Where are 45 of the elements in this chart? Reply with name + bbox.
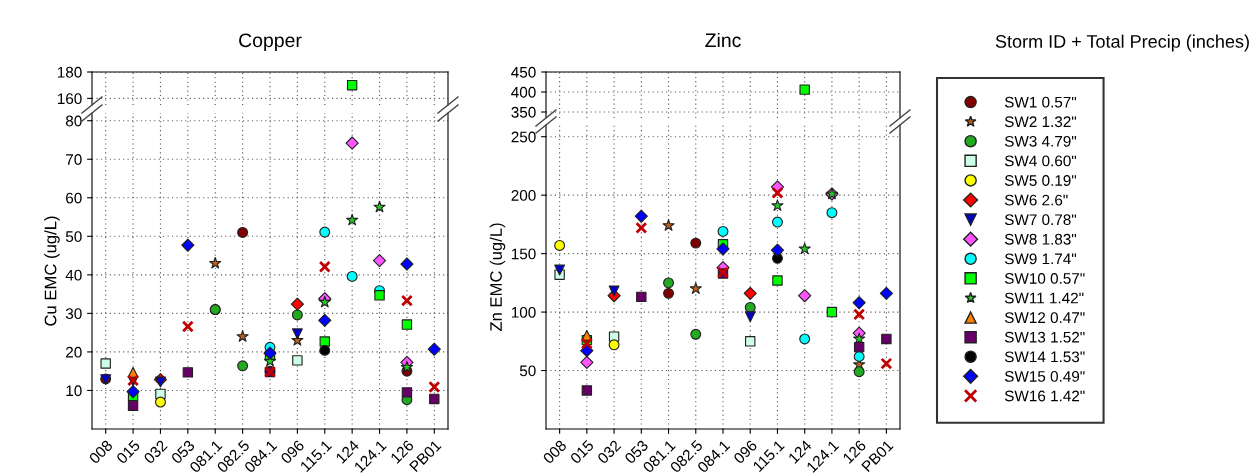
y-tick-label: 350 bbox=[511, 106, 536, 118]
y-axis-title: Cu EMC (ug/L) bbox=[44, 216, 60, 326]
y-tick-label: 80 bbox=[65, 115, 82, 127]
legend-label: SW11 1.42" bbox=[1004, 292, 1084, 304]
legend-label: SW14 1.53" bbox=[1004, 351, 1085, 363]
y-tick-label: 30 bbox=[65, 308, 82, 320]
legend-label: SW13 1.52" bbox=[1004, 331, 1085, 343]
legend-label: SW3 4.79" bbox=[1004, 135, 1077, 147]
legend-label: SW1 0.57" bbox=[1004, 96, 1077, 108]
legend-label: SW16 1.42" bbox=[1004, 390, 1085, 402]
y-tick-label: 400 bbox=[511, 86, 536, 98]
legend-label: SW2 1.32" bbox=[1004, 116, 1077, 128]
legend-label: SW10 0.57" bbox=[1004, 273, 1085, 284]
chart-title: Copper bbox=[239, 33, 302, 52]
x-tick-label: 015 bbox=[115, 439, 141, 465]
y-tick-label: 50 bbox=[65, 231, 82, 242]
legend-label: SW15 0.49" bbox=[1004, 370, 1085, 382]
legend-title: Storm ID + Total Precip (inches) bbox=[995, 34, 1249, 52]
y-tick-label: 40 bbox=[65, 269, 82, 281]
y-axis-title: Zn EMC (ug/L) bbox=[489, 223, 506, 332]
y-tick-label: 60 bbox=[66, 192, 82, 204]
legend-label: SW6 2.6" bbox=[1004, 194, 1068, 206]
y-tick-label: 10 bbox=[66, 385, 82, 397]
chart-title: Zinc bbox=[705, 32, 741, 48]
y-tick-label: 250 bbox=[511, 131, 536, 143]
legend-label: SW8 1.83" bbox=[1004, 233, 1077, 245]
x-tick-label: 008 bbox=[542, 439, 568, 465]
x-tick-label: 032 bbox=[143, 439, 168, 465]
legend-label: SW7 0.78" bbox=[1004, 214, 1077, 226]
legend-label: SW5 0.19" bbox=[1004, 175, 1077, 186]
x-tick-label: 032 bbox=[596, 439, 622, 465]
y-tick-label: 160 bbox=[57, 93, 82, 105]
y-tick-label: 20 bbox=[66, 346, 82, 358]
y-tick-label: 70 bbox=[66, 154, 82, 165]
legend-label: SW4 0.60" bbox=[1004, 155, 1077, 167]
y-tick-label: 50 bbox=[519, 365, 536, 377]
y-tick-label: 450 bbox=[511, 66, 536, 78]
x-tick-label: 015 bbox=[569, 439, 595, 465]
x-tick-label: 008 bbox=[88, 439, 114, 465]
y-tick-label: 150 bbox=[511, 248, 536, 260]
legend-label: SW9 1.74" bbox=[1004, 253, 1077, 265]
y-tick-label: 200 bbox=[511, 190, 536, 201]
legend-label: SW12 0.47" bbox=[1004, 312, 1085, 324]
y-tick-label: 180 bbox=[57, 66, 82, 78]
y-tick-label: 100 bbox=[511, 306, 536, 318]
